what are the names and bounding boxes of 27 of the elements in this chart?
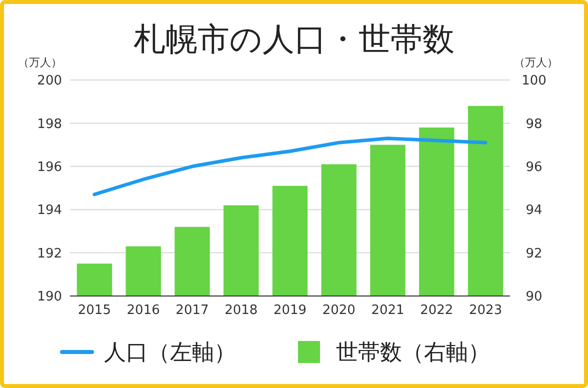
x-tick-label: 2023 xyxy=(469,303,502,318)
y-axis-title: （万人） xyxy=(18,56,62,69)
y-tick-label: 200 xyxy=(37,74,62,89)
y-tick-label: 194 xyxy=(37,203,62,218)
y2-tick-label: 100 xyxy=(522,74,546,89)
legend-label: 人口（左軸） xyxy=(104,340,236,366)
x-tick-label: 2021 xyxy=(371,303,404,318)
y2-tick-label: 92 xyxy=(526,246,542,262)
y2-tick-label: 98 xyxy=(526,116,542,132)
y2-tick-label: 90 xyxy=(526,290,542,305)
x-tick-label: 2022 xyxy=(420,303,454,318)
x-tick-label: 2019 xyxy=(273,303,307,318)
y-tick-label: 198 xyxy=(37,116,62,132)
x-tick-label: 2017 xyxy=(176,303,209,318)
x-tick-label: 2018 xyxy=(224,303,258,318)
legend-label: 世帯数（右軸） xyxy=(336,340,490,366)
y2-axis-title: （万人） xyxy=(514,56,558,69)
line-series xyxy=(92,136,488,196)
y2-tick-label: 96 xyxy=(526,160,542,175)
x-tick-label: 2020 xyxy=(322,303,356,318)
x-tick-label: 2015 xyxy=(78,303,111,318)
x-tick-label: 2016 xyxy=(126,303,160,318)
y2-tick-label: 94 xyxy=(526,203,542,218)
chart-title: 札幌市の人口・世帯数 xyxy=(134,20,454,58)
y-tick-label: 192 xyxy=(37,246,62,262)
y-tick-label: 196 xyxy=(37,160,62,175)
y-tick-label: 190 xyxy=(37,290,62,305)
